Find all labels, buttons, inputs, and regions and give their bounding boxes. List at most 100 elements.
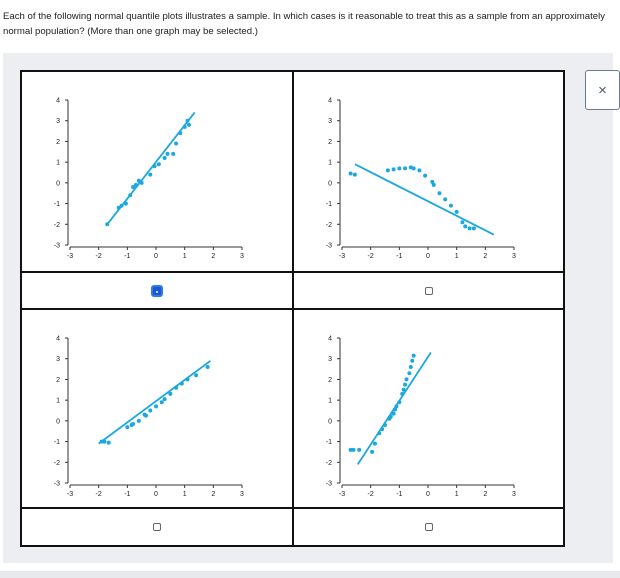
close-icon: × [598,81,607,99]
checkbox-bottom-right[interactable] [424,523,433,531]
data-point [351,447,356,452]
data-point [443,197,448,202]
y-tick-label: -1 [54,201,60,208]
x-tick-label: -2 [96,491,102,498]
y-tick-label: 0 [328,180,332,187]
data-point [400,391,405,396]
data-point [174,385,179,390]
data-point [123,201,128,206]
data-point [131,421,136,426]
data-point [467,226,472,231]
close-button[interactable]: × [585,70,620,110]
y-tick-label: 1 [328,160,332,167]
y-tick-label: 1 [56,160,60,167]
data-point [397,166,402,171]
y-tick-label: 1 [328,398,332,405]
data-point [388,414,393,419]
data-point [131,185,136,189]
reference-line [98,360,212,445]
data-point [162,156,167,160]
data-point [148,172,153,177]
data-point [99,439,104,444]
y-tick-label: 4 [56,336,60,343]
y-tick-label: -3 [326,481,332,488]
y-tick-label: 3 [328,118,332,125]
data-point [186,122,191,127]
quantile-plot-bottom-left: 4 3 2 1 0 -1 -2 -3 -3 -2 -1 0 1 2 3 [54,336,244,499]
x-tick-label: 0 [426,491,430,498]
data-point [185,118,190,123]
data-point [125,425,130,430]
data-point [105,222,110,227]
y-tick-label: 3 [56,356,60,363]
data-point [182,124,187,129]
y-tick-label: -1 [326,201,332,208]
x-tick-label: 3 [512,491,516,498]
y-tick-label: -2 [54,460,60,467]
plot-top-left: 4 3 2 1 0 -1 -2 -3 -3 -2 -1 0 1 2 3 [22,72,292,271]
x-tick-label: -2 [368,253,374,260]
data-point [185,377,190,382]
y-tick-label: 3 [328,356,332,363]
x-tick-label: 2 [483,491,487,498]
data-point [171,151,176,156]
plot-top-right: 4 3 2 1 0 -1 -2 -3 -3 -2 -1 0 1 2 3 [294,72,563,271]
y-tick-label: -1 [326,439,332,446]
y-tick-label: -3 [54,243,60,250]
data-point [136,178,141,183]
x-tick-label: -1 [124,253,130,260]
checkbox-top-right[interactable] [424,286,433,295]
data-point [136,418,141,423]
y-tick-label: 0 [328,418,332,425]
checkbox-bottom-left[interactable] [153,523,161,531]
y-tick-label: -2 [326,222,332,229]
plot-bottom-left: 4 3 2 1 0 -1 -2 -3 -3 -2 -1 0 1 2 3 [22,310,292,507]
checkbox-top-left[interactable] [151,284,163,297]
data-point [133,182,138,187]
data-point [106,440,111,445]
data-point [383,423,387,427]
x-tick-label: -1 [396,491,402,498]
data-point [401,387,406,392]
x-tick-label: 3 [240,491,244,498]
x-tick-label: 1 [183,253,187,260]
data-point [168,391,173,396]
data-point [391,167,396,172]
data-point [178,131,183,136]
y-tick-label: 4 [328,336,332,343]
data-point [471,226,476,231]
data-point [174,141,179,146]
data-point [139,180,144,185]
data-point [385,168,390,173]
data-point [380,427,385,432]
data-point [403,166,408,171]
data-point [154,404,158,409]
data-point [194,373,199,378]
data-point [179,381,184,386]
data-point [372,441,377,446]
data-point [404,377,409,382]
data-point [348,171,353,176]
data-point [159,400,164,405]
x-tick-label: 2 [211,491,215,498]
data-point [165,151,170,156]
quantile-plot-bottom-right: 4 3 2 1 0 -1 -2 -3 -3 -2 -1 0 1 2 3 [326,336,516,499]
data-point [423,173,428,178]
data-point [205,365,210,369]
y-tick-label: 4 [328,98,332,105]
question-text: Each of the following normal quantile pl… [3,11,606,37]
y-tick-label: 2 [56,139,60,146]
data-point [417,168,422,173]
data-point [391,411,396,416]
x-tick-label: 2 [483,253,487,260]
data-point [463,224,468,229]
y-tick-label: -2 [54,222,60,229]
data-point [348,447,353,452]
data-point [370,449,375,454]
data-point [162,397,167,402]
x-tick-label: 2 [211,253,215,260]
data-point [397,400,402,405]
x-tick-label: -2 [368,491,374,498]
x-tick-label: 1 [455,491,459,498]
y-tick-label: 1 [56,398,60,405]
